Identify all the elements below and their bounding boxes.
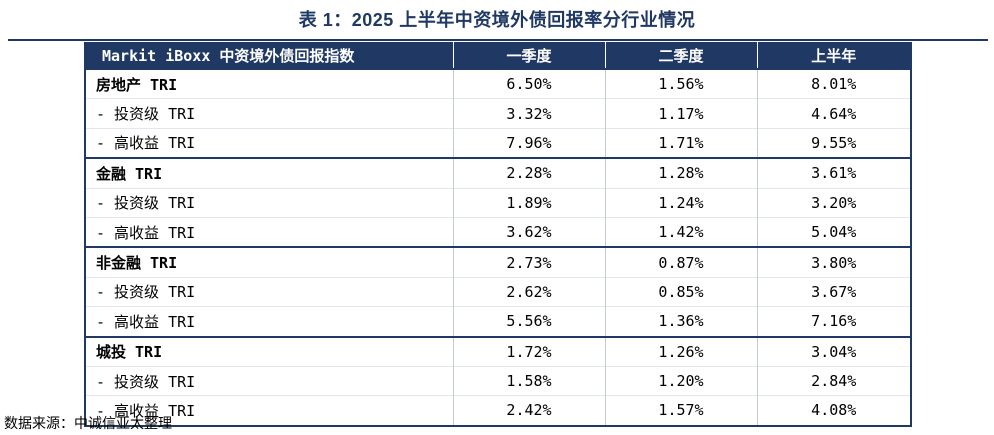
table-row: 城投 TRI 1.72% 1.26% 3.04% xyxy=(85,335,911,367)
cell-h1: 2.84% xyxy=(757,365,911,396)
cell-q1: 1.58% xyxy=(453,365,606,396)
cell-h1: 3.04% xyxy=(757,335,911,367)
header-q2: 二季度 xyxy=(605,42,758,69)
row-label: - 高收益 TRI xyxy=(85,306,454,337)
cell-q1: 1.72% xyxy=(453,335,606,367)
row-label: - 投资级 TRI xyxy=(85,365,454,396)
header-index-name: Markit iBoxx 中资境外债回报指数 xyxy=(85,42,454,69)
cell-h1: 7.16% xyxy=(757,306,911,337)
cell-q2: 0.87% xyxy=(605,246,758,278)
cell-q1: 7.96% xyxy=(453,127,606,159)
table-body: 房地产 TRI 6.50% 1.56% 8.01% - 投资级 TRI 3.32… xyxy=(85,68,911,426)
cell-h1: 5.04% xyxy=(757,216,911,248)
cell-q1: 3.32% xyxy=(453,98,606,129)
cell-h1: 4.08% xyxy=(757,395,911,426)
source-note: 数据来源：中诚信亚太整理 xyxy=(4,416,172,432)
cell-h1: 3.80% xyxy=(757,246,911,278)
cell-q2: 1.36% xyxy=(605,306,758,337)
cell-h1: 3.61% xyxy=(757,157,911,189)
table-row: 房地产 TRI 6.50% 1.56% 8.01% xyxy=(85,68,911,99)
table-row: - 高收益 TRI 3.62% 1.42% 5.04% xyxy=(85,216,911,248)
cell-q2: 1.24% xyxy=(605,187,758,218)
header-h1: 上半年 xyxy=(757,42,911,69)
cell-h1: 9.55% xyxy=(757,127,911,159)
table-row: - 投资级 TRI 1.89% 1.24% 3.20% xyxy=(85,187,911,218)
cell-h1: 3.67% xyxy=(757,276,911,307)
returns-table: Markit iBoxx 中资境外债回报指数 一季度 二季度 上半年 房地产 T… xyxy=(84,42,912,427)
row-label: - 投资级 TRI xyxy=(85,276,454,307)
cell-h1: 8.01% xyxy=(757,68,911,99)
row-label: 城投 TRI xyxy=(85,335,454,367)
title-underline xyxy=(8,39,988,41)
row-label: 房地产 TRI xyxy=(85,68,454,99)
table-header: Markit iBoxx 中资境外债回报指数 一季度 二季度 上半年 xyxy=(85,42,911,69)
cell-q2: 1.26% xyxy=(605,335,758,367)
cell-q1: 2.28% xyxy=(453,157,606,189)
cell-q2: 1.17% xyxy=(605,98,758,129)
row-label: - 高收益 TRI xyxy=(85,216,454,248)
cell-q1: 2.73% xyxy=(453,246,606,278)
table-row: - 投资级 TRI 3.32% 1.17% 4.64% xyxy=(85,98,911,129)
row-label: 非金融 TRI xyxy=(85,246,454,278)
cell-h1: 4.64% xyxy=(757,98,911,129)
table-row: 金融 TRI 2.28% 1.28% 3.61% xyxy=(85,157,911,189)
cell-q2: 1.71% xyxy=(605,127,758,159)
cell-q1: 1.89% xyxy=(453,187,606,218)
cell-q2: 1.42% xyxy=(605,216,758,248)
table-row: 非金融 TRI 2.73% 0.87% 3.80% xyxy=(85,246,911,278)
table-row: - 高收益 TRI 7.96% 1.71% 9.55% xyxy=(85,127,911,159)
row-label: - 投资级 TRI xyxy=(85,98,454,129)
row-label: 金融 TRI xyxy=(85,157,454,189)
cell-q1: 5.56% xyxy=(453,306,606,337)
table-row: - 高收益 TRI 2.42% 1.57% 4.08% xyxy=(85,395,911,426)
header-q1: 一季度 xyxy=(453,42,606,69)
table-title: 表 1：2025 上半年中资境外债回报率分行业情况 xyxy=(298,10,696,30)
table-row: - 高收益 TRI 5.56% 1.36% 7.16% xyxy=(85,306,911,337)
cell-q1: 3.62% xyxy=(453,216,606,248)
row-label: - 高收益 TRI xyxy=(85,395,454,426)
cell-q1: 2.62% xyxy=(453,276,606,307)
row-label: - 高收益 TRI xyxy=(85,127,454,159)
cell-q2: 1.56% xyxy=(605,68,758,99)
cell-q1: 2.42% xyxy=(453,395,606,426)
cell-q1: 6.50% xyxy=(453,68,606,99)
cell-q2: 1.20% xyxy=(605,365,758,396)
cell-q2: 1.57% xyxy=(605,395,758,426)
cell-q2: 0.85% xyxy=(605,276,758,307)
cell-q2: 1.28% xyxy=(605,157,758,189)
table-row: - 投资级 TRI 1.58% 1.20% 2.84% xyxy=(85,365,911,396)
cell-h1: 3.20% xyxy=(757,187,911,218)
table-row: - 投资级 TRI 2.62% 0.85% 3.67% xyxy=(85,276,911,307)
row-label: - 投资级 TRI xyxy=(85,187,454,218)
